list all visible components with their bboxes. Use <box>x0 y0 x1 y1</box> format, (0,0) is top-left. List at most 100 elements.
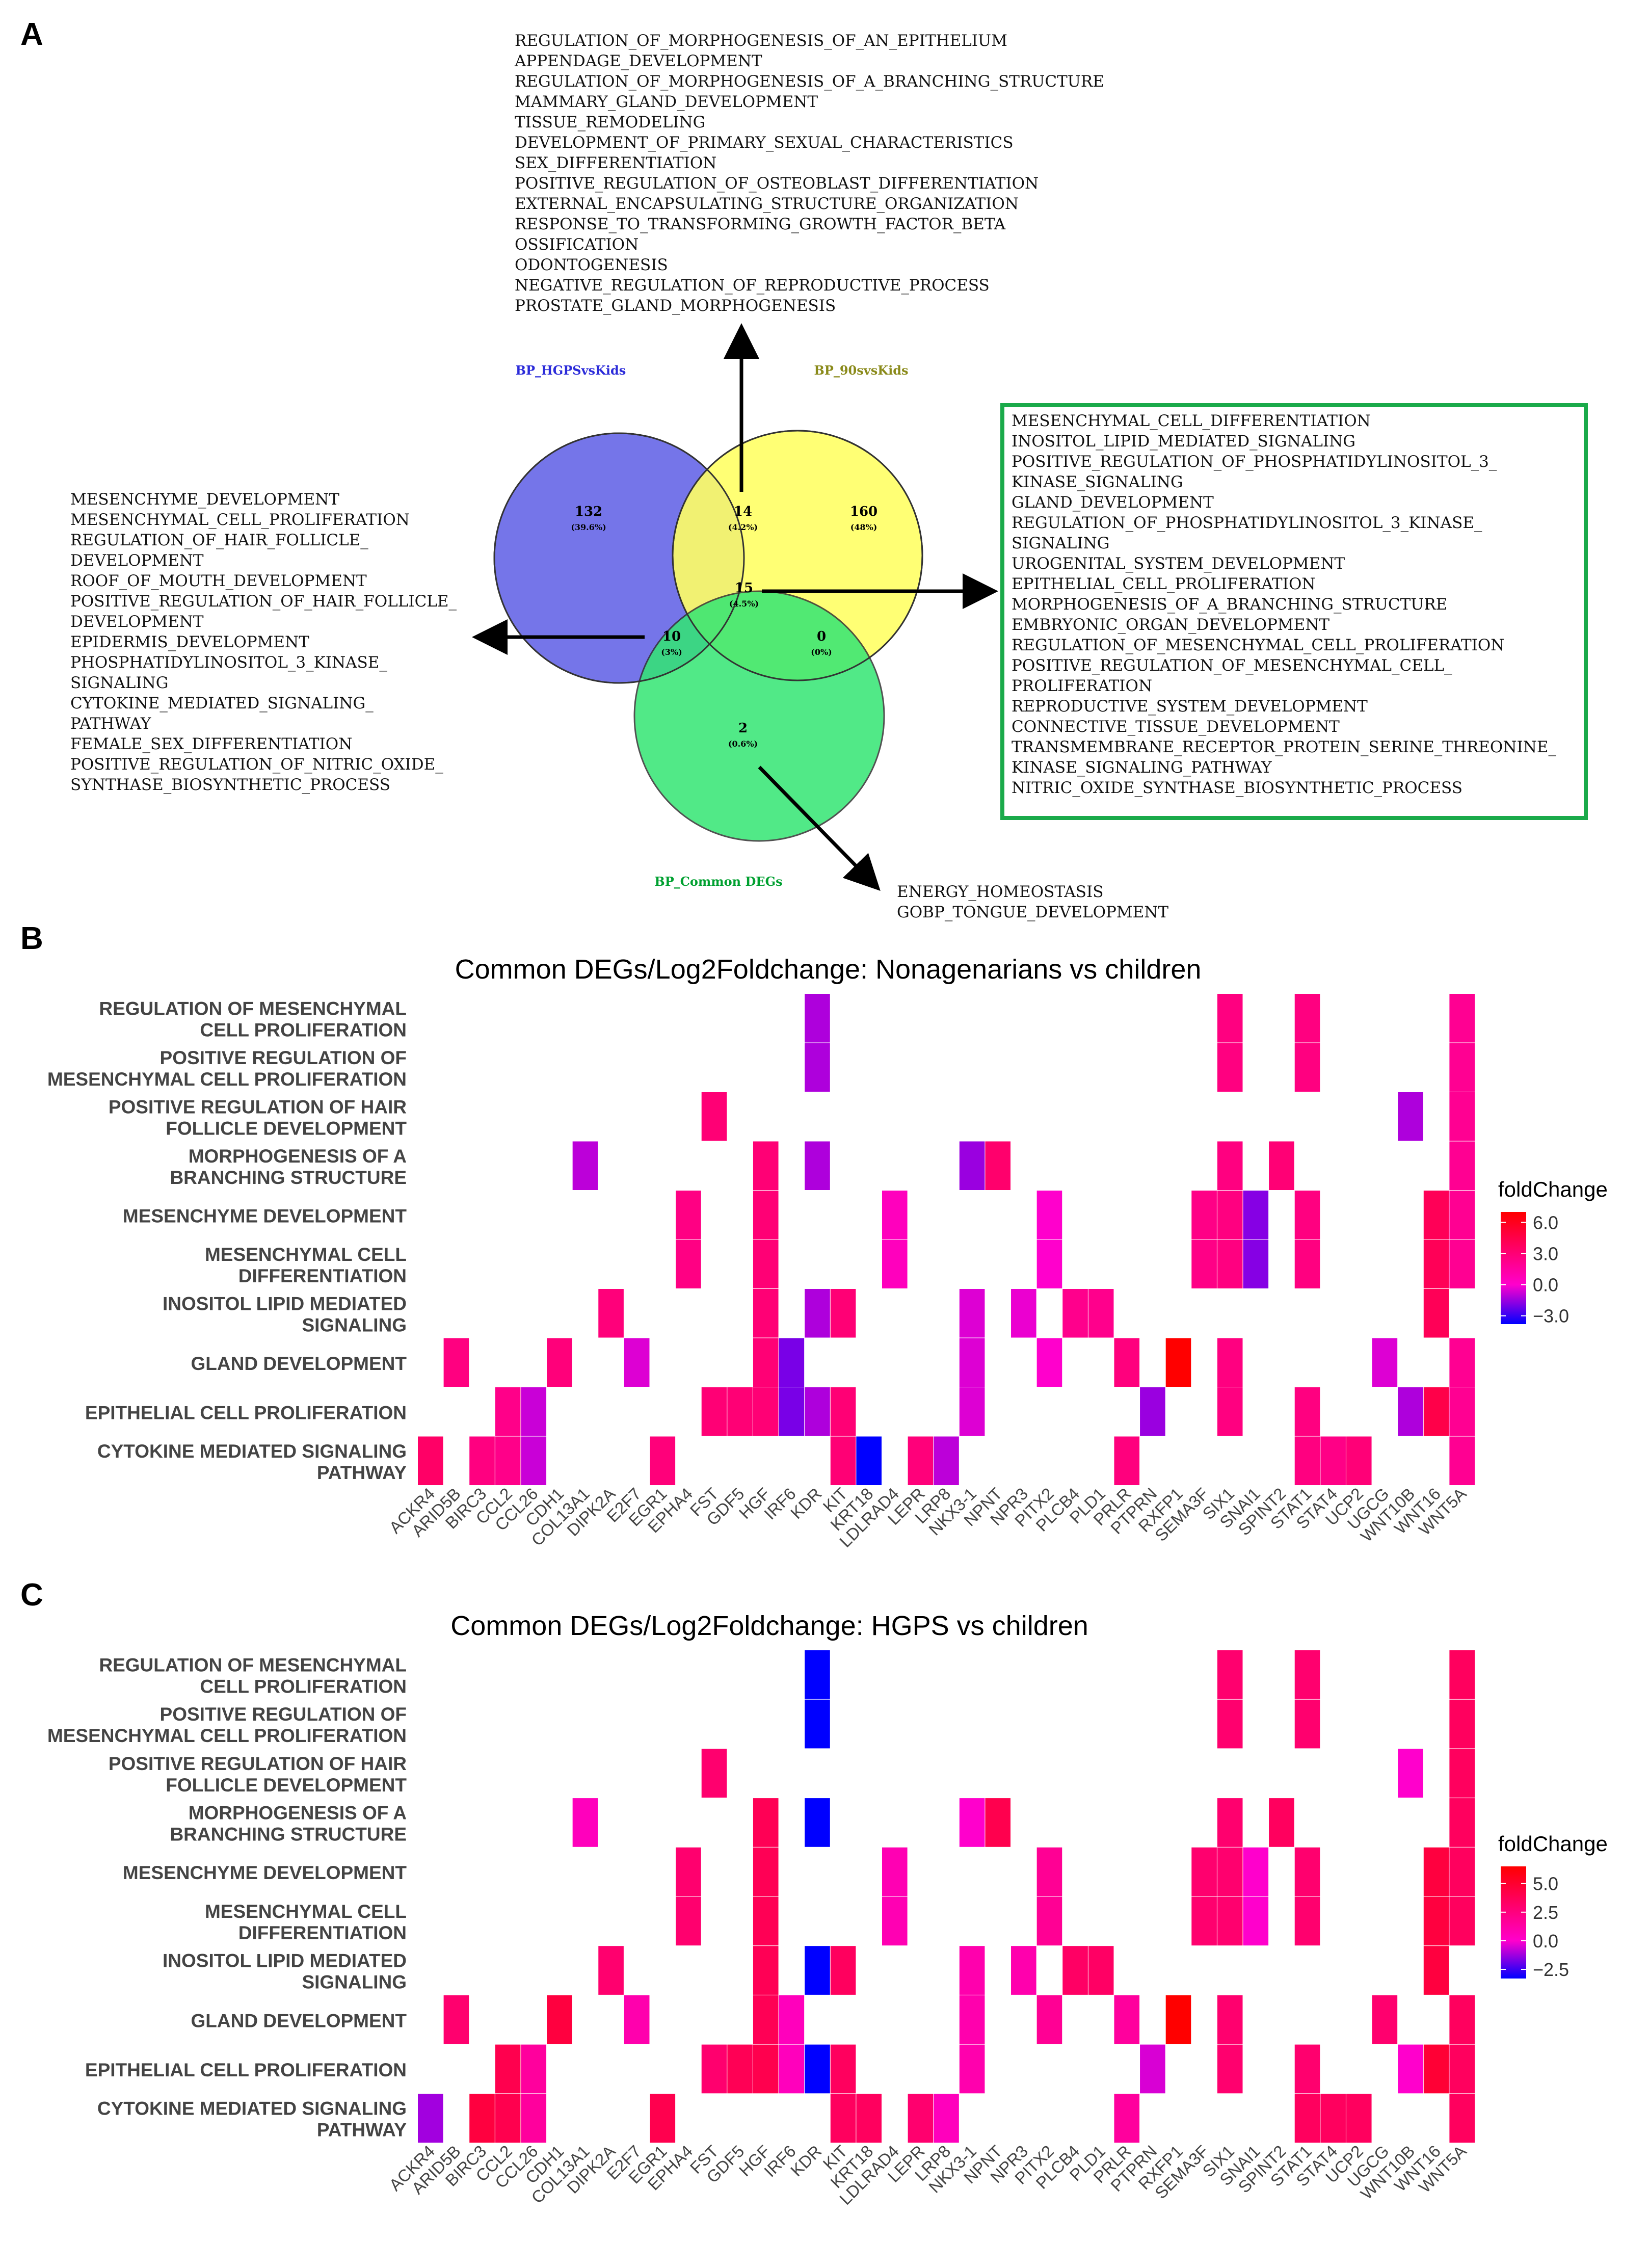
row-label: INOSITOL LIPID MEDIATED <box>163 1293 407 1314</box>
right-terms-list: MESENCHYMAL_CELL_DIFFERENTIATION INOSITOL… <box>1012 412 1556 797</box>
heatmap-cell <box>1114 1436 1140 1485</box>
row-label: DIFFERENTIATION <box>238 1922 407 1943</box>
heatmap-cell <box>495 1387 521 1436</box>
venn-count-hgps-only: 132 <box>575 504 602 519</box>
row-label: GLAND DEVELOPMENT <box>191 2010 407 2031</box>
heatmap-cell <box>1449 1191 1475 1240</box>
heatmap-cell <box>1114 1338 1140 1387</box>
row-label: EPITHELIAL CELL PROLIFERATION <box>85 1402 407 1423</box>
heatmap-cell <box>650 1436 676 1485</box>
heatmap-cell <box>727 2044 753 2094</box>
heatmap-cell <box>701 1387 727 1436</box>
arrow-to-bottom-terms <box>758 766 881 891</box>
heatmap-cell <box>1088 1946 1114 1995</box>
row-label: POSITIVE REGULATION OF <box>160 1047 407 1068</box>
heatmap-cell <box>572 1798 598 1847</box>
heatmap-cell <box>1217 1650 1243 1699</box>
legend-tick-label: 0.0 <box>1533 1275 1558 1296</box>
heatmap-cell <box>1449 1749 1475 1798</box>
heatmap-cell <box>1217 1995 1243 2044</box>
heatmap-cell <box>934 1436 959 1485</box>
right-term: CONNECTIVE_TISSUE_DEVELOPMENT <box>1012 718 1340 736</box>
heatmap-cell <box>521 2094 547 2143</box>
heatmap-cell <box>1114 1995 1140 2044</box>
heatmap-cell <box>1423 1896 1449 1946</box>
venn-pct-hgps-common: (3%) <box>661 647 682 657</box>
row-label: MORPHOGENESIS OF A <box>189 1146 407 1167</box>
row-label: MESENCHYMAL CELL <box>205 1901 407 1922</box>
top-terms-list: REGULATION_OF_MORPHOGENESIS_OF_AN_EPITHE… <box>514 32 1104 315</box>
heatmap-cell <box>1011 1289 1036 1338</box>
left-term: DEVELOPMENT <box>70 613 204 631</box>
heatmap-cell <box>1294 1240 1320 1288</box>
top-term: MAMMARY_GLAND_DEVELOPMENT <box>515 93 818 111</box>
row-label: BRANCHING STRUCTURE <box>170 1167 407 1188</box>
heatmap-cell <box>1449 1650 1475 1699</box>
row-label: MESENCHYMAL CELL PROLIFERATION <box>47 1725 407 1746</box>
venn-set-label-common: BP_Common DEGs <box>654 874 782 889</box>
venn-counts: 132 (39.6%) 14 (4.2%) 160 (48%) 15 (4.5%… <box>571 504 877 749</box>
heatmap-cell <box>1011 1946 1036 1995</box>
legend-tick-label: 0.0 <box>1533 1931 1558 1951</box>
row-label: EPITHELIAL CELL PROLIFERATION <box>85 2060 407 2080</box>
legend-b-colorbar <box>1501 1212 1526 1324</box>
heatmap-cell <box>753 1338 779 1387</box>
row-label: CYTOKINE MEDIATED SIGNALING <box>97 1441 407 1462</box>
heatmap-cell <box>521 1436 547 1485</box>
heatmap-cell <box>1062 1946 1088 1995</box>
heatmap-cell <box>547 1338 572 1387</box>
heatmap-cell <box>1449 1995 1475 2044</box>
heatmap-cell <box>1269 1798 1294 1847</box>
heatmap-cell <box>934 2094 959 2143</box>
left-terms-list: MESENCHYME_DEVELOPMENT MESENCHYMAL_CELL_P… <box>70 490 457 794</box>
heatmap-cell <box>1294 1699 1320 1749</box>
right-term: KINASE_SIGNALING_PATHWAY <box>1012 758 1272 777</box>
row-label: PATHWAY <box>317 1462 407 1483</box>
heatmap-cell <box>1217 2044 1243 2094</box>
heatmap-cell <box>805 1043 830 1092</box>
legend-tick-label: −3.0 <box>1533 1306 1569 1327</box>
right-term: TRANSMEMBRANE_RECEPTOR_PROTEIN_SERINE_TH… <box>1012 738 1556 756</box>
heatmap-cell <box>624 1338 650 1387</box>
panel-label-b: B <box>20 921 43 956</box>
heatmap-cell <box>805 994 830 1043</box>
heatmap-cell <box>701 1092 727 1141</box>
row-label: DIFFERENTIATION <box>238 1265 407 1286</box>
row-label: REGULATION OF MESENCHYMAL <box>99 1654 407 1675</box>
bottom-terms-list: ENERGY_HOMEOSTASIS GOBP_TONGUE_DEVELOPMEN… <box>897 883 1168 921</box>
heatmap-cell <box>1036 1847 1062 1896</box>
heatmap-cell <box>676 1240 701 1288</box>
heatmap-cell <box>959 1946 985 1995</box>
right-terms-box <box>1000 403 1588 820</box>
right-term: POSITIVE_REGULATION_OF_PHOSPHATIDYLINOSI… <box>1012 453 1497 471</box>
heatmap-cell <box>1423 1847 1449 1896</box>
row-label: SIGNALING <box>302 1314 407 1335</box>
row-label: SIGNALING <box>302 1972 407 1993</box>
heatmap-cell <box>856 1436 882 1485</box>
left-term: REGULATION_OF_HAIR_FOLLICLE_ <box>70 531 368 549</box>
heatmap-cell <box>985 1798 1011 1847</box>
heatmap-cell <box>805 2044 830 2094</box>
panel-b: B Common DEGs/Log2Foldchange: Nonagenari… <box>20 921 1608 1551</box>
row-label: POSITIVE REGULATION OF <box>160 1704 407 1725</box>
heatmap-c-title: Common DEGs/Log2Foldchange: HGPS vs chil… <box>450 1611 1088 1641</box>
heatmap-cell <box>1372 1995 1398 2044</box>
left-term: PATHWAY <box>70 715 151 733</box>
right-term: EPITHELIAL_CELL_PROLIFERATION <box>1012 575 1315 593</box>
heatmap-cell <box>753 1847 779 1896</box>
top-term: APPENDAGE_DEVELOPMENT <box>514 52 762 70</box>
heatmap-cell <box>1449 1240 1475 1288</box>
heatmap-cell <box>779 1995 805 2044</box>
heatmap-cell <box>1346 2094 1372 2143</box>
heatmap-cell <box>1398 1749 1423 1798</box>
heatmap-cell <box>753 1946 779 1995</box>
heatmap-cell <box>805 1798 830 1847</box>
heatmap-cell <box>959 1289 985 1338</box>
heatmap-cell <box>598 1289 624 1338</box>
heatmap-cell <box>805 1946 830 1995</box>
heatmap-cell <box>727 1387 753 1436</box>
heatmap-cell <box>985 1141 1011 1190</box>
